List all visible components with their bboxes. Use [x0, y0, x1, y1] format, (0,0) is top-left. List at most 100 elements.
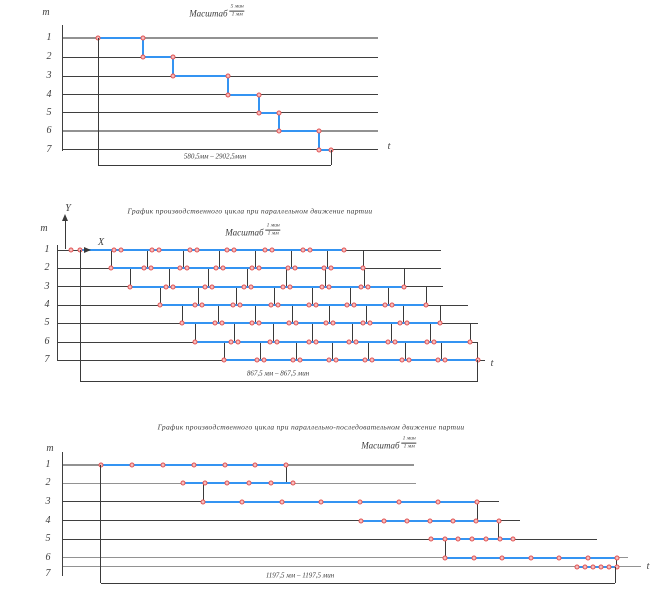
axis-line: [61, 25, 63, 151]
transfer-connector: [197, 286, 199, 305]
transfer-connector: [286, 268, 288, 287]
batch-marker: [156, 247, 162, 253]
chart-title: График производственного цикла при парал…: [157, 422, 465, 432]
batch-marker: [313, 339, 319, 345]
batch-marker: [213, 265, 218, 271]
transfer-connector: [425, 286, 427, 305]
batch-marker: [254, 357, 260, 363]
time-axis-label: t: [646, 561, 650, 572]
batch-marker: [392, 339, 398, 345]
operations-axis-label: m: [46, 443, 54, 454]
x-axis-arrow-icon: [84, 247, 91, 253]
batch-marker: [496, 518, 501, 524]
step-connector: [278, 112, 280, 131]
batch-marker: [235, 339, 241, 345]
row-label: 3: [45, 495, 51, 507]
batch-marker: [614, 555, 620, 561]
transfer-connector: [390, 323, 392, 343]
batch-marker: [192, 302, 197, 308]
process-bar: [576, 565, 617, 568]
time-axis-label: t: [387, 141, 391, 152]
batch-marker: [140, 35, 146, 41]
transfer-connector: [246, 268, 248, 287]
transfer-connector: [255, 305, 257, 324]
batch-marker: [510, 536, 516, 542]
transfer-connector: [362, 250, 364, 269]
batch-marker: [396, 499, 402, 505]
batch-marker: [268, 480, 274, 486]
scale-label: Масштаб 1 мин 1 мм: [361, 436, 417, 451]
process-bar: [224, 359, 478, 361]
batch-marker: [225, 73, 231, 79]
time-axis-label: t: [490, 358, 494, 369]
batch-marker: [598, 564, 604, 570]
transfer-connector: [311, 286, 313, 305]
y-axis-label: Y: [65, 203, 71, 214]
batch-marker: [239, 499, 245, 505]
batch-marker: [163, 284, 169, 290]
batch-marker: [357, 499, 363, 505]
batch-marker: [129, 462, 135, 468]
batch-marker: [582, 564, 588, 570]
batch-marker: [256, 265, 261, 271]
batch-marker: [248, 284, 254, 290]
batch-marker: [268, 302, 273, 308]
process-bar: [203, 500, 478, 503]
axis-line: [61, 452, 63, 576]
process-bar: [80, 249, 344, 251]
batch-marker: [382, 302, 387, 308]
batch-marker: [290, 357, 296, 363]
batch-marker: [319, 284, 325, 290]
operations-axis-label: m: [42, 7, 50, 18]
row-line: [62, 538, 597, 540]
transfer-connector: [273, 286, 275, 305]
batch-marker: [187, 247, 193, 253]
batch-marker: [256, 320, 262, 326]
batch-marker: [224, 247, 230, 253]
batch-marker: [200, 499, 206, 505]
transfer-connector: [349, 286, 351, 305]
batch-marker: [346, 339, 352, 345]
batch-marker: [202, 284, 208, 290]
batch-marker: [307, 247, 313, 253]
batch-marker: [286, 320, 292, 326]
batch-marker: [199, 302, 204, 308]
batch-marker: [397, 320, 403, 326]
transfer-connector: [168, 268, 170, 287]
batch-marker: [141, 265, 146, 271]
batch-marker: [219, 320, 225, 326]
batch-marker: [606, 564, 612, 570]
transfer-connector: [351, 323, 353, 343]
row-label: 1: [46, 32, 52, 43]
transfer-connector: [254, 250, 256, 269]
process-bar: [195, 341, 470, 344]
batch-marker: [344, 302, 349, 308]
batch-marker: [292, 265, 297, 271]
transfer-connector: [182, 250, 184, 269]
batch-marker: [222, 462, 227, 468]
batch-marker: [249, 320, 255, 326]
batch-marker: [108, 265, 114, 271]
batch-marker: [365, 284, 371, 290]
row-label: 7: [46, 143, 52, 155]
batch-marker: [381, 518, 387, 524]
batch-marker: [389, 302, 394, 308]
batch-marker: [177, 265, 182, 271]
batch-marker: [179, 320, 185, 326]
scale-fraction: 5 мин 1 мм: [229, 3, 245, 18]
transfer-connector: [430, 323, 432, 343]
dimension-line: [98, 164, 331, 166]
transfer-connector: [444, 539, 446, 558]
row-label: 6: [44, 336, 50, 348]
batch-marker: [341, 247, 347, 253]
batch-marker: [399, 357, 405, 363]
transfer-connector: [404, 342, 406, 360]
batch-marker: [469, 536, 475, 542]
batch-marker: [442, 536, 448, 542]
axis-line: [56, 245, 58, 361]
process-bar: [228, 93, 259, 96]
transfer-connector: [290, 250, 292, 269]
batch-marker: [333, 357, 339, 363]
dimension-extension: [100, 465, 102, 584]
process-bar: [182, 322, 440, 325]
